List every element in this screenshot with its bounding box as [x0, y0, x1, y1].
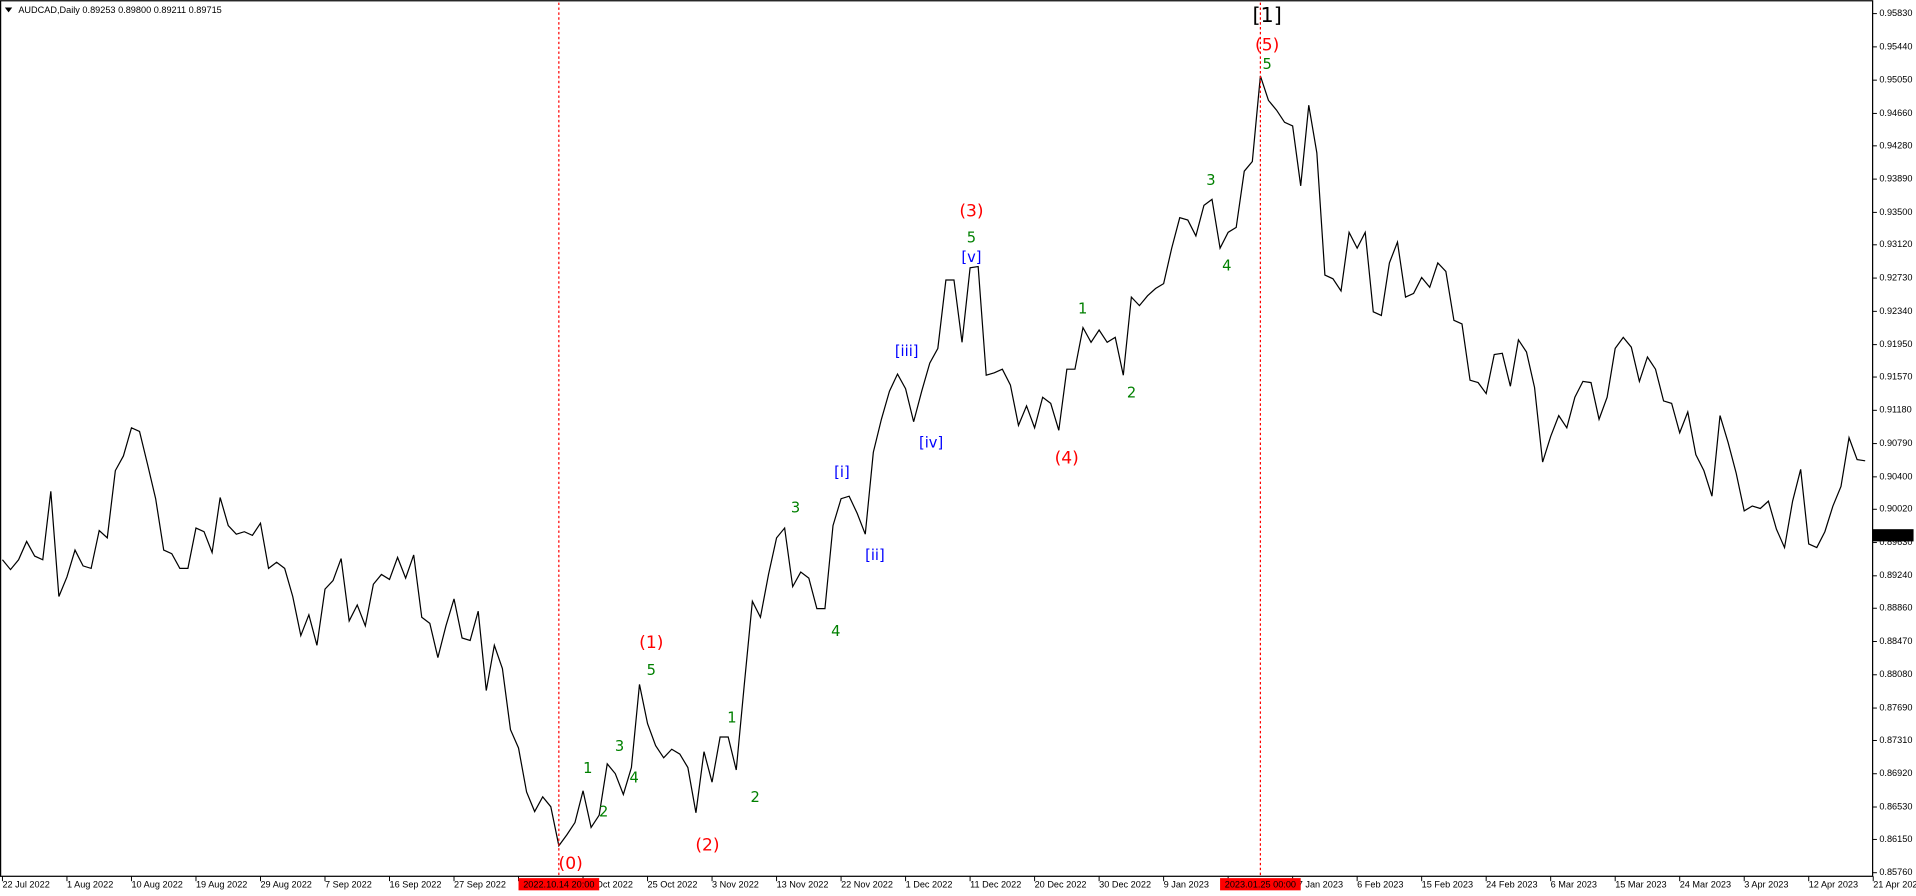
x-tick-label: 6 Feb 2023 — [1357, 879, 1403, 889]
x-tick-label: 15 Feb 2023 — [1422, 879, 1473, 889]
y-tick-label: 0.91950 — [1879, 339, 1912, 349]
x-tick-label: 7 Sep 2022 — [325, 879, 372, 889]
marker-label: 2022.10.14 20:00 — [523, 879, 594, 889]
x-tick-label: 27 Jan 2023 — [1293, 879, 1343, 889]
wave-label: (4) — [1055, 448, 1079, 468]
y-tick-label: 0.85760 — [1879, 867, 1912, 877]
marker-label: 2023.01.25 00:00 — [1225, 879, 1296, 889]
x-tick-label: 24 Feb 2023 — [1486, 879, 1537, 889]
y-tick-label: 0.86150 — [1879, 834, 1912, 844]
x-tick-label: 6 Mar 2023 — [1551, 879, 1597, 889]
x-tick-label: 22 Nov 2022 — [841, 879, 893, 889]
x-tick-label: 10 Aug 2022 — [131, 879, 182, 889]
wave-label: 3 — [615, 738, 624, 755]
y-tick-label: 0.88080 — [1879, 669, 1912, 679]
y-tick-label: 0.93500 — [1879, 207, 1912, 217]
x-tick-label: 1 Aug 2022 — [67, 879, 113, 889]
wave-label: (2) — [695, 836, 719, 856]
y-tick-label: 0.88470 — [1879, 636, 1912, 646]
x-tick-label: 13 Nov 2022 — [777, 879, 829, 889]
wave-label: (3) — [959, 202, 983, 222]
x-tick-label: 22 Jul 2022 — [2, 879, 49, 889]
y-tick-label: 0.86530 — [1879, 801, 1912, 811]
plot-frame — [0, 0, 1874, 877]
x-tick-label: 25 Oct 2022 — [648, 879, 698, 889]
x-tick-label: 16 Oct 2022 — [583, 879, 633, 889]
y-tick-label: 0.92340 — [1879, 306, 1912, 316]
y-tick-label: 0.95050 — [1879, 75, 1912, 85]
x-tick-label: 15 Mar 2023 — [1615, 879, 1666, 889]
x-tick-label: 29 Aug 2022 — [260, 879, 311, 889]
wave-label: 2 — [599, 804, 608, 821]
wave-label: (1) — [639, 633, 663, 653]
x-tick-label: 1 Dec 2022 — [906, 879, 953, 889]
wave-label: 4 — [630, 770, 639, 787]
wave-label: [ii] — [865, 547, 885, 564]
wave-label: 3 — [791, 499, 800, 516]
wave-label: [iv] — [919, 435, 943, 452]
x-tick-label: 27 Sep 2022 — [454, 879, 506, 889]
x-tick-label: 9 Jan 2023 — [1164, 879, 1209, 889]
x-tick-label: 16 Sep 2022 — [390, 879, 442, 889]
x-tick-label: 3 Nov 2022 — [712, 879, 759, 889]
wave-label: 1 — [727, 710, 736, 727]
wave-label: [iii] — [895, 343, 919, 360]
y-tick-label: 0.89630 — [1879, 537, 1912, 547]
x-tick-label: 12 Apr 2023 — [1809, 879, 1858, 889]
wave-label: 2 — [750, 789, 759, 806]
y-tick-label: 0.88860 — [1879, 603, 1912, 613]
y-tick-label: 0.94660 — [1879, 108, 1912, 118]
y-tick-label: 0.91570 — [1879, 371, 1912, 381]
wave-label: [v] — [961, 249, 981, 266]
x-tick-label: 24 Mar 2023 — [1680, 879, 1731, 889]
wave-label: 1 — [1078, 300, 1087, 317]
chart-title: AUDCAD,Daily 0.89253 0.89800 0.89211 0.8… — [18, 5, 221, 15]
y-tick-label: 0.89240 — [1879, 570, 1912, 580]
y-tick-label: 0.87310 — [1879, 735, 1912, 745]
x-tick-label: 30 Dec 2022 — [1099, 879, 1151, 889]
y-tick-label: 0.90020 — [1879, 504, 1912, 514]
wave-label: 5 — [647, 662, 656, 679]
x-tick-label: 21 Apr 2023 — [1873, 879, 1916, 889]
y-tick-label: 0.94280 — [1879, 140, 1912, 150]
wave-label: 5 — [967, 229, 976, 246]
y-tick-label: 0.93890 — [1879, 174, 1912, 184]
wave-label: [1] — [1252, 3, 1281, 27]
wave-label: 5 — [1262, 56, 1271, 73]
wave-label: 3 — [1206, 172, 1215, 189]
x-tick-label: 20 Dec 2022 — [1035, 879, 1087, 889]
y-tick-label: 0.93120 — [1879, 239, 1912, 249]
x-tick-label: 3 Apr 2023 — [1744, 879, 1788, 889]
last-price-box — [1872, 529, 1914, 542]
menu-triangle — [4, 7, 13, 13]
y-tick-label: 0.90400 — [1879, 471, 1912, 481]
x-tick-label: 19 Aug 2022 — [196, 879, 247, 889]
wave-label: 4 — [1222, 258, 1231, 275]
wave-label: (5) — [1255, 35, 1279, 55]
price-line — [1, 75, 1866, 848]
y-tick-label: 0.86920 — [1879, 768, 1912, 778]
wave-label: 2 — [1127, 385, 1136, 402]
last-price-label: 0.89715 — [1876, 530, 1909, 540]
wave-label: (0) — [559, 854, 583, 874]
marker-label-box — [518, 878, 600, 891]
x-tick-label: 11 Dec 2022 — [970, 879, 1021, 889]
y-tick-label: 0.91180 — [1879, 405, 1911, 415]
wave-label: 1 — [583, 760, 592, 777]
wave-label: [i] — [834, 464, 850, 481]
y-tick-label: 0.95440 — [1879, 41, 1912, 51]
y-tick-label: 0.92730 — [1879, 272, 1912, 282]
wave-label: 4 — [831, 623, 840, 640]
marker-label-box — [1220, 878, 1301, 891]
y-tick-label: 0.95830 — [1879, 8, 1912, 18]
y-tick-label: 0.87690 — [1879, 702, 1912, 712]
y-tick-label: 0.90790 — [1879, 438, 1912, 448]
